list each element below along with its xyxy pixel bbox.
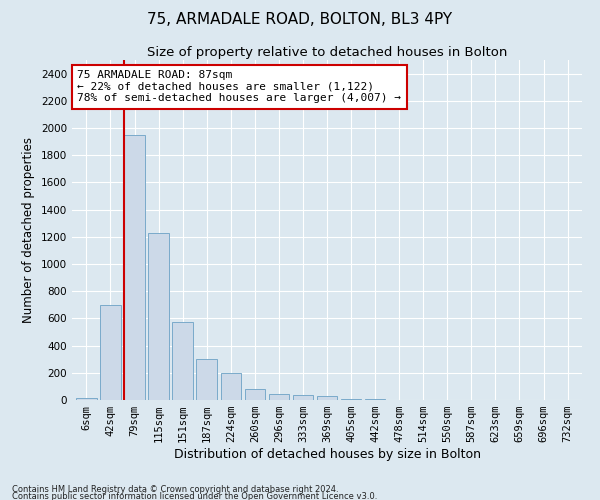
Text: Contains HM Land Registry data © Crown copyright and database right 2024.: Contains HM Land Registry data © Crown c… [12,486,338,494]
Bar [293,395,313,400]
Text: 75, ARMADALE ROAD, BOLTON, BL3 4PY: 75, ARMADALE ROAD, BOLTON, BL3 4PY [148,12,452,28]
Bar [317,396,337,400]
Bar [245,389,265,400]
Text: Contains public sector information licensed under the Open Government Licence v3: Contains public sector information licen… [12,492,377,500]
Bar [100,305,121,400]
Bar [76,398,97,400]
Title: Size of property relative to detached houses in Bolton: Size of property relative to detached ho… [147,46,507,59]
Text: 75 ARMADALE ROAD: 87sqm
← 22% of detached houses are smaller (1,122)
78% of semi: 75 ARMADALE ROAD: 87sqm ← 22% of detache… [77,70,401,103]
Bar [124,135,145,400]
Bar [172,322,193,400]
Bar [221,373,241,400]
Bar [196,359,217,400]
Y-axis label: Number of detached properties: Number of detached properties [22,137,35,323]
Bar [148,232,169,400]
Bar [269,394,289,400]
X-axis label: Distribution of detached houses by size in Bolton: Distribution of detached houses by size … [173,448,481,461]
